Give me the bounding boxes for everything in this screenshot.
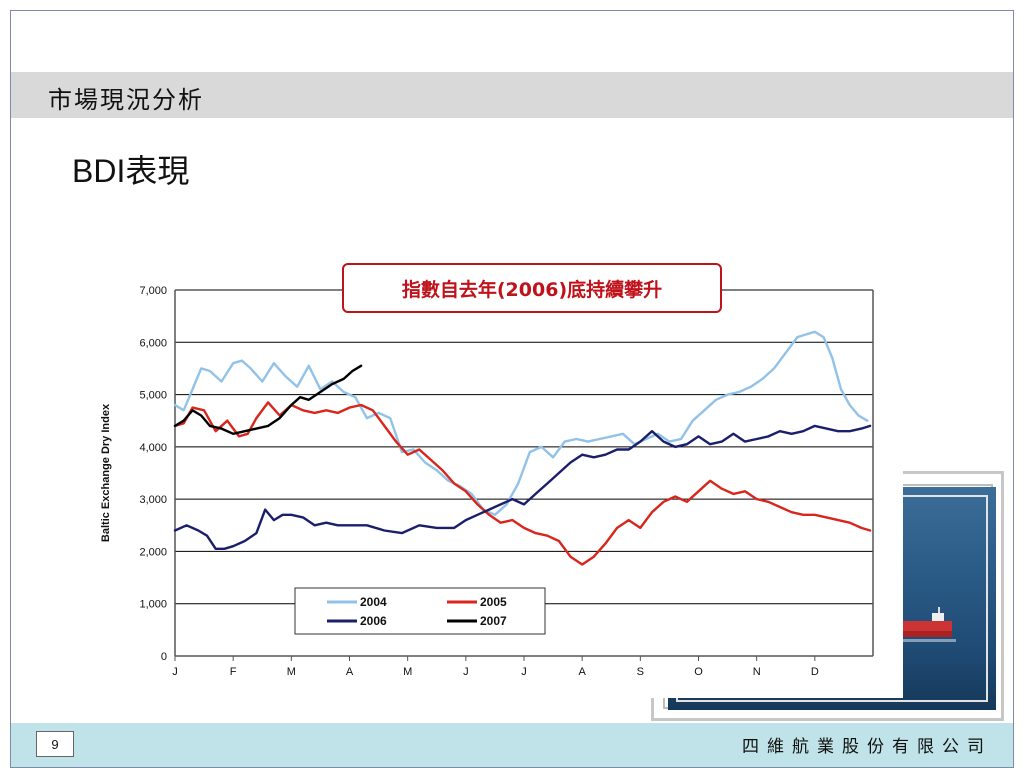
x-tick-label: M	[287, 666, 296, 678]
legend-box	[294, 587, 546, 635]
x-tick-label: D	[811, 666, 819, 678]
slide-heading-cjk: 表現	[125, 152, 190, 190]
legend-label: 2004	[360, 595, 387, 609]
y-tick-label: 0	[161, 651, 167, 663]
footer-band	[11, 723, 1013, 767]
legend-label: 2005	[480, 595, 507, 609]
x-tick-label: F	[230, 666, 237, 678]
y-tick-label: 6,000	[139, 337, 167, 349]
x-tick-label: J	[521, 666, 527, 678]
y-tick-label: 3,000	[139, 494, 167, 506]
y-tick-label: 2,000	[139, 546, 167, 558]
x-tick-label: A	[346, 666, 354, 678]
x-tick-label: J	[463, 666, 469, 678]
y-tick-label: 7,000	[139, 285, 167, 297]
series-line-2005	[173, 401, 872, 566]
bdi-chart-svg: 0 1,000 2,000 3,000 4,000 5,000 6,000 7,000 J F M A…	[100, 285, 874, 678]
series-line-2007	[173, 364, 363, 436]
legend-label: 2006	[360, 614, 387, 628]
x-tick-label: M	[403, 666, 412, 678]
chart-annotation: 指數自去年(2006)底持續攀升	[342, 263, 722, 313]
x-tick-label: S	[637, 666, 644, 678]
series-line-2006	[173, 424, 872, 550]
x-tick-label: N	[753, 666, 761, 678]
page-number: 9	[36, 731, 74, 757]
section-title: 市場現況分析	[48, 86, 204, 114]
x-tick-label: J	[172, 666, 178, 678]
slide-heading-latin: BDI	[72, 153, 126, 189]
series-line-2004	[173, 330, 869, 517]
company-name: 四維航業股份有限公司	[742, 737, 992, 757]
legend-label: 2007	[480, 614, 507, 628]
title-band	[11, 72, 1013, 118]
bdi-chart: 0 1,000 2,000 3,000 4,000 5,000 6,000 7,000 J F M A…	[95, 280, 903, 698]
x-tick-label: O	[694, 666, 703, 678]
y-tick-label: 4,000	[139, 442, 167, 454]
ship-icon	[898, 607, 956, 642]
x-tick-label: A	[578, 666, 586, 678]
y-tick-label: 5,000	[139, 390, 167, 402]
y-tick-label: 1,000	[139, 599, 167, 611]
slide-heading: BDI表現	[72, 146, 189, 192]
y-axis-label: Baltic Exchange Dry Index	[100, 403, 112, 542]
